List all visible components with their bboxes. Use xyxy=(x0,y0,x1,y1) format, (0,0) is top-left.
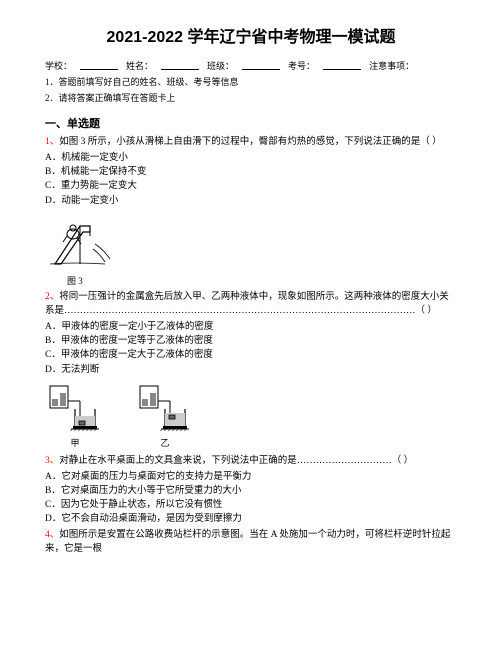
class-label: 班级： xyxy=(207,59,234,73)
q3-num: 3、 xyxy=(45,456,59,466)
q1-text: 如图 3 所示，小孩从滑梯上自由滑下的过程中，臀部有灼热的感觉，下列说法正确的是… xyxy=(59,137,441,147)
q2-num: 2、 xyxy=(45,292,59,302)
school-label: 学校： xyxy=(45,59,72,73)
name-field xyxy=(161,59,199,70)
question-1: 1、如图 3 所示，小孩从滑梯上自由滑下的过程中，臀部有灼热的感觉，下列说法正确… xyxy=(45,135,457,149)
section-1-title: 一、单选题 xyxy=(45,116,457,134)
q1-option-b: B．机械能一定保持不变 xyxy=(45,166,457,179)
figure-pressure-gauges: 甲 乙 xyxy=(45,381,457,450)
q3-option-d: D．它不会自动沿桌面滑动，是因为受到摩擦力 xyxy=(45,513,457,526)
q2-dots: ………………………………………………………………………………………………… xyxy=(64,306,416,316)
fig-jia-label: 甲 xyxy=(45,436,105,450)
q2-option-b: B．甲液体的密度一定等于乙液体的密度 xyxy=(45,335,457,348)
figure-3-slide: 图 3 xyxy=(45,214,457,288)
q1-num: 1、 xyxy=(45,137,59,147)
fig-yi-label: 乙 xyxy=(135,436,195,450)
examno-field xyxy=(323,59,361,70)
q4-num: 4、 xyxy=(45,530,59,540)
examno-label: 考号： xyxy=(288,59,315,73)
q4-text: 如图所示是安置在公路收费站栏杆的示意图。当在 A 处施加一个动力时，可将栏杆逆时… xyxy=(45,530,450,554)
q1-option-a: A．机械能一定变小 xyxy=(45,152,457,165)
q3-paren: （ ） xyxy=(392,456,413,466)
school-field xyxy=(80,59,118,70)
q3-option-b: B．它对桌面压力的大小等于它所受重力的大小 xyxy=(45,485,457,498)
q3-option-c: C．因为它处于静止状态，所以它没有惯性 xyxy=(45,499,457,512)
fig3-label: 图 3 xyxy=(67,274,457,288)
header-fields: 学校： 姓名： 班级： 考号： 注意事项： xyxy=(45,59,457,73)
instruction-1: 1．答题前填写好自己的姓名、班级、考号等信息 xyxy=(45,75,457,89)
fig-yi: 乙 xyxy=(135,381,195,450)
exam-title: 2021-2022 学年辽宁省中考物理一模试题 xyxy=(45,25,457,51)
q3-dots: ………………………… xyxy=(297,456,392,466)
q1-option-c: C．重力势能一定变大 xyxy=(45,180,457,193)
q2-option-a: A．甲液体的密度一定小于乙液体的密度 xyxy=(45,321,457,334)
q1-option-d: D．动能一定变小 xyxy=(45,195,457,208)
question-3: 3、对静止在水平桌面上的文具盒来说，下列说法中正确的是…………………………（ ） xyxy=(45,454,457,468)
q3-option-a: A．它对桌面的压力与桌面对它的支持力是平衡力 xyxy=(45,471,457,484)
class-field xyxy=(242,59,280,70)
question-4: 4、如图所示是安置在公路收费站栏杆的示意图。当在 A 处施加一个动力时，可将栏杆… xyxy=(45,528,457,557)
q2-option-d: D．无法判断 xyxy=(45,364,457,377)
q2-option-c: C．甲液体的密度一定大于乙液体的密度 xyxy=(45,349,457,362)
fig-jia: 甲 xyxy=(45,381,105,450)
name-label: 姓名： xyxy=(126,59,153,73)
question-2: 2、将同一压强计的金属盒先后放入甲、乙两种液体中，现象如图所示。这两种液体的密度… xyxy=(45,290,457,319)
q3-text: 对静止在水平桌面上的文具盒来说，下列说法中正确的是 xyxy=(59,456,297,466)
instruction-2: 2．请将答案正确填写在答题卡上 xyxy=(45,91,457,105)
q2-paren: （ ） xyxy=(416,306,437,316)
notice-label: 注意事项： xyxy=(369,59,414,73)
